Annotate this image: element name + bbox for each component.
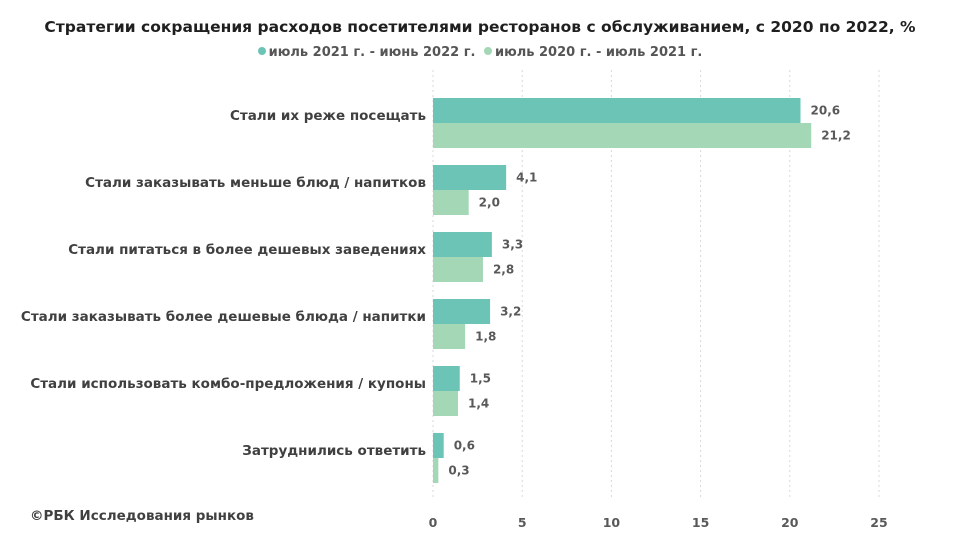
legend-dot-series-2	[484, 47, 492, 55]
bar-series-1	[433, 433, 444, 458]
category-label: Стали питаться в более дешевых заведения…	[68, 242, 426, 258]
category-label: Стали заказывать меньше блюд / напитков	[85, 175, 426, 191]
bar-series-1	[433, 165, 507, 190]
bar-series-2	[433, 123, 812, 148]
source-credit: ©РБК Исследования рынков	[30, 508, 254, 524]
data-label-series-2: 1,8	[475, 330, 496, 344]
bar-series-1	[433, 366, 460, 391]
data-label-series-1: 4,1	[516, 171, 537, 185]
x-tick-label: 20	[781, 515, 799, 530]
bar-series-2	[433, 458, 439, 483]
legend-label-series-1: июль 2021 г. - июнь 2022 г.	[268, 45, 476, 60]
bar-series-1	[433, 232, 492, 257]
data-label-series-1: 20,6	[811, 104, 841, 118]
bar-series-2	[433, 257, 483, 282]
data-label-series-1: 3,3	[502, 238, 523, 252]
legend-item-series-2: июль 2020 г. - июль 2021 г.	[484, 45, 702, 60]
bar-series-2	[433, 190, 469, 215]
data-label-series-2: 2,0	[479, 196, 500, 210]
bar-series-1	[433, 98, 801, 123]
x-tick-label: 10	[603, 515, 621, 530]
data-label-series-2: 2,8	[493, 263, 514, 277]
bar-series-2	[433, 324, 466, 349]
category-label: Стали заказывать более дешевые блюда / н…	[21, 309, 426, 325]
category-label: Затруднились ответить	[242, 443, 426, 459]
data-label-series-1: 3,2	[500, 305, 521, 319]
category-label: Стали их реже посещать	[230, 108, 426, 124]
bar-series-1	[433, 299, 491, 324]
data-label-series-2: 1,4	[468, 397, 489, 411]
legend-item-series-1: июль 2021 г. - июнь 2022 г.	[257, 45, 476, 60]
x-tick-label: 5	[518, 515, 527, 530]
legend: июль 2021 г. - июнь 2022 г. июль 2020 г.…	[0, 45, 960, 60]
data-label-series-1: 1,5	[470, 372, 491, 386]
x-tick-label: 0	[429, 515, 438, 530]
x-tick-label: 25	[870, 515, 887, 530]
data-label-series-1: 0,6	[454, 439, 475, 453]
x-tick-label: 15	[692, 515, 709, 530]
data-label-series-2: 21,2	[821, 129, 851, 143]
category-label: Стали использовать комбо-предложения / к…	[30, 376, 426, 392]
data-label-series-2: 0,3	[448, 464, 469, 478]
chart-title: Стратегии сокращения расходов посетителя…	[44, 18, 916, 36]
bar-series-2	[433, 391, 458, 416]
legend-dot-series-1	[257, 47, 266, 55]
legend-label-series-2: июль 2020 г. - июль 2021 г.	[495, 45, 703, 60]
